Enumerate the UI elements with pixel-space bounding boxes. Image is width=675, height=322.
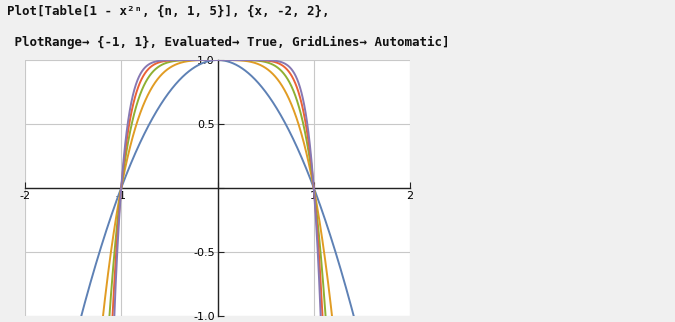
Text: PlotRange→ {-1, 1}, Evaluated→ True, GridLines→ Automatic]: PlotRange→ {-1, 1}, Evaluated→ True, Gri… bbox=[7, 36, 450, 49]
Text: Plot[Table[1 - x²ⁿ, {n, 1, 5}], {x, -2, 2},: Plot[Table[1 - x²ⁿ, {n, 1, 5}], {x, -2, … bbox=[7, 5, 329, 18]
